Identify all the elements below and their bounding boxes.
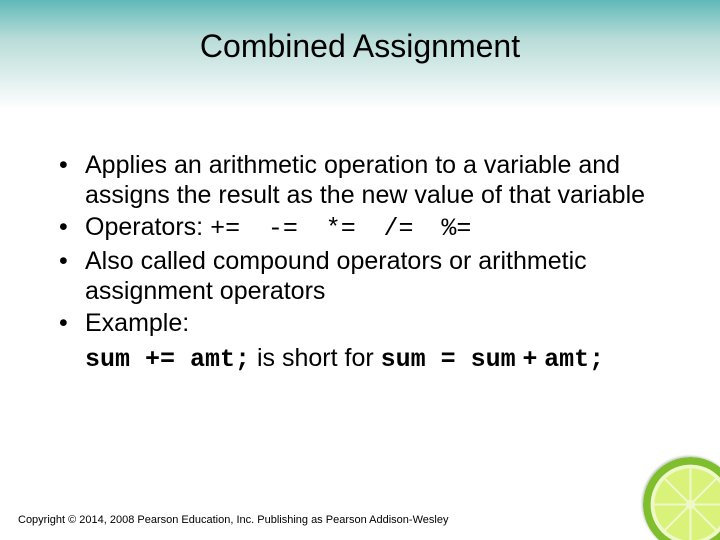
example-code-2: sum = sum: [381, 345, 516, 374]
bullet-1-text: Applies an arithmetic operation to a var…: [85, 151, 645, 209]
bullet-2-prefix: Operators:: [85, 213, 210, 241]
bullet-2: Operators: += -= *= /= %=: [55, 212, 690, 244]
op-minus-eq: -=: [268, 214, 298, 243]
op-mod-eq: %=: [441, 214, 471, 243]
page-title: Combined Assignment: [0, 28, 720, 65]
op-times-eq: *=: [326, 214, 356, 243]
example-plus: +: [516, 344, 545, 372]
op-div-eq: /=: [384, 214, 414, 243]
content-area: Applies an arithmetic operation to a var…: [55, 150, 690, 374]
bullet-list: Applies an arithmetic operation to a var…: [55, 150, 690, 338]
bullet-3-text: Also called compound operators or arithm…: [85, 247, 587, 305]
example-line: sum += amt; is short for sum = sum + amt…: [85, 344, 690, 374]
example-mid: is short for: [250, 344, 381, 372]
copyright-footer: Copyright © 2014, 2008 Pearson Education…: [18, 514, 448, 526]
op-plus-eq: +=: [210, 214, 240, 243]
bullet-4-text: Example:: [85, 309, 189, 337]
bullet-1: Applies an arithmetic operation to a var…: [55, 150, 690, 210]
example-code-3: amt;: [544, 345, 604, 374]
bullet-4: Example:: [55, 308, 690, 338]
bullet-3: Also called compound operators or arithm…: [55, 246, 690, 306]
example-code-1: sum += amt;: [85, 345, 250, 374]
lime-decoration: [643, 457, 720, 540]
